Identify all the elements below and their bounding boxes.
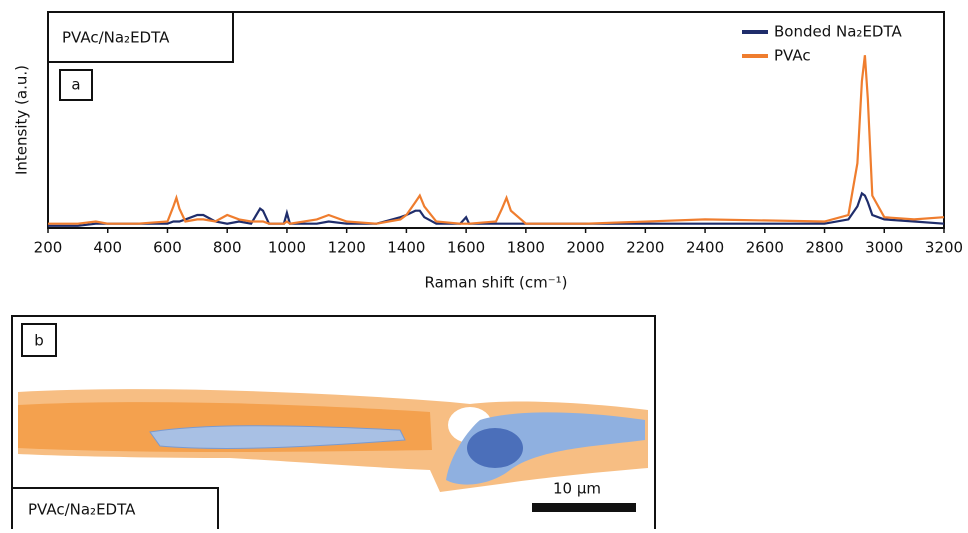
x-axis-label: Raman shift (cm⁻¹) xyxy=(424,274,567,292)
x-tick-label: 1800 xyxy=(507,239,545,257)
panel-label: b xyxy=(34,332,44,350)
panel-label-box xyxy=(59,69,93,101)
sample-label: PVAc/Na₂EDTA xyxy=(28,501,136,519)
legend-label: Bonded Na₂EDTA xyxy=(774,23,902,41)
x-tick-label: 2600 xyxy=(746,239,784,257)
scale-label: 10 μm xyxy=(553,480,601,498)
x-tick-label: 400 xyxy=(93,239,122,257)
x-tick-label: 800 xyxy=(213,239,242,257)
x-tick-label: 2400 xyxy=(686,239,724,257)
panel-label-box xyxy=(21,323,57,357)
map-panel: b PVAc/Na₂EDTA 10 μm xyxy=(11,315,656,533)
x-tick-label: 1200 xyxy=(328,239,366,257)
x-tick-label: 2200 xyxy=(626,239,664,257)
x-tick-label: 1400 xyxy=(387,239,425,257)
series-line xyxy=(48,55,945,225)
x-tick-label: 1000 xyxy=(268,239,306,257)
scale-bar xyxy=(532,503,636,512)
sample-label-box xyxy=(11,487,219,533)
x-tick-label: 2000 xyxy=(567,239,605,257)
x-tick-label: 3200 xyxy=(925,239,963,257)
blue-region xyxy=(149,425,406,449)
x-tick-label: 200 xyxy=(34,239,63,257)
panel-label: a xyxy=(71,76,80,94)
plot-frame xyxy=(47,11,945,229)
blue-core xyxy=(467,428,523,468)
x-tick-label: 3000 xyxy=(865,239,903,257)
x-tick-label: 1600 xyxy=(447,239,485,257)
sample-label: PVAc/Na₂EDTA xyxy=(62,29,170,47)
sample-label-box xyxy=(47,11,234,63)
x-tick-label: 2800 xyxy=(805,239,843,257)
legend-label: PVAc xyxy=(774,47,811,65)
x-tick-label: 600 xyxy=(153,239,182,257)
y-axis-label: Intensity (a.u.) xyxy=(13,65,31,175)
